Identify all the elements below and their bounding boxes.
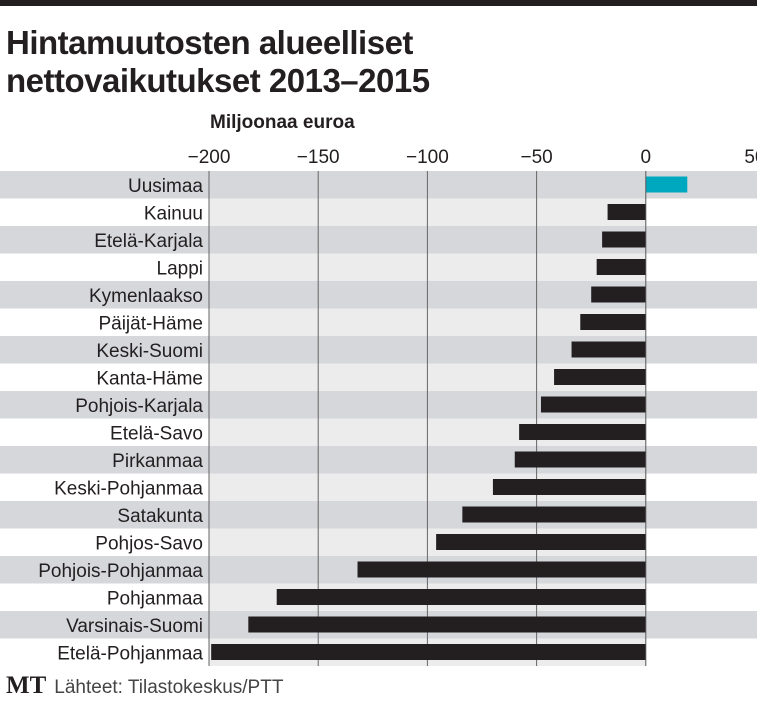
bar (580, 314, 646, 330)
category-label: Etelä-Pohjanmaa (57, 643, 203, 664)
category-label: Etelä-Karjala (94, 231, 203, 252)
bar (607, 204, 646, 220)
category-label: Pohjois-Pohjanmaa (38, 561, 203, 582)
title-line-2: nettovaikutukset 2013–2015 (6, 62, 430, 99)
category-label: Keski-Pohjanmaa (54, 478, 203, 499)
category-label: Lappi (157, 258, 204, 279)
top-rule (0, 0, 757, 6)
title-line-1: Hintamuutosten alueelliset (6, 24, 413, 61)
bar (591, 286, 646, 303)
x-axis-label: Miljoonaa euroa (210, 112, 355, 133)
x-tick-label: 0 (641, 147, 652, 168)
bar (596, 259, 646, 275)
category-label: Pohjanmaa (107, 588, 204, 609)
x-tick-label: −200 (188, 147, 231, 168)
bar (357, 561, 646, 578)
category-label: Keski-Suomi (96, 341, 203, 362)
x-tick-label: −150 (297, 147, 340, 168)
bar (492, 479, 646, 495)
bar (571, 341, 646, 358)
bar (276, 589, 646, 605)
footer: MT Lähteet: Tilastokeskus/PTT (6, 672, 283, 700)
bar (540, 396, 646, 413)
category-label: Pohjos-Savo (95, 533, 203, 554)
category-label: Kainuu (144, 203, 203, 224)
bar (514, 451, 646, 468)
category-label: Pirkanmaa (112, 451, 203, 472)
category-label: Satakunta (117, 506, 203, 527)
category-label: Päijät-Häme (98, 313, 203, 334)
x-tick-label: −100 (406, 147, 449, 168)
x-tick-label: −50 (520, 147, 552, 168)
category-label: Kymenlaakso (89, 286, 203, 307)
bar (519, 424, 646, 440)
category-label: Pohjois-Karjala (75, 396, 203, 417)
category-label: Kanta-Häme (96, 368, 203, 389)
bar (436, 534, 646, 550)
source-note: Lähteet: Tilastokeskus/PTT (54, 677, 284, 698)
x-tick-label: 50 (744, 147, 757, 168)
mt-logo: MT (6, 672, 47, 699)
bar (602, 231, 646, 248)
bar (645, 176, 688, 193)
bar (462, 506, 646, 523)
chart-title: Hintamuutosten alueelliset nettovaikutuk… (6, 24, 430, 100)
category-label: Etelä-Savo (110, 423, 203, 444)
bar (554, 369, 646, 385)
bar (248, 616, 646, 633)
bar (211, 644, 646, 660)
category-label: Varsinais-Suomi (66, 616, 203, 637)
row-band (0, 171, 757, 199)
category-label: Uusimaa (128, 176, 203, 197)
